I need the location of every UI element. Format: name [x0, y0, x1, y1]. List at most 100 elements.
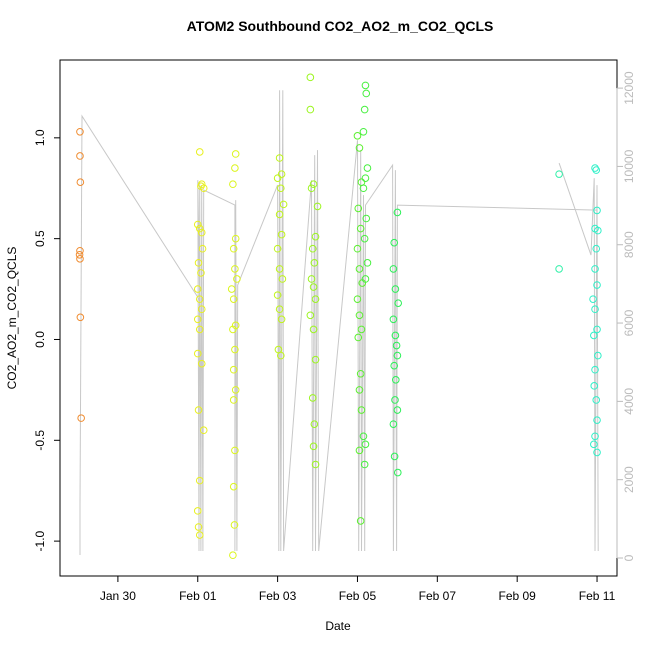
- data-point: [310, 259, 319, 267]
- data-point: [195, 531, 204, 539]
- data-point: [231, 446, 239, 455]
- data-point: [590, 382, 599, 390]
- data-point: [306, 73, 315, 82]
- data-point: [277, 230, 286, 239]
- data-point: [199, 184, 208, 193]
- data-point: [231, 234, 240, 243]
- data-point: [591, 365, 599, 374]
- data-point: [311, 355, 320, 364]
- y2-tick-label: 6000: [622, 309, 636, 336]
- data-point: [229, 365, 238, 374]
- data-point: [389, 420, 398, 428]
- data-point: [278, 275, 287, 283]
- data-point: [591, 164, 599, 172]
- data-point: [277, 170, 286, 178]
- data-point: [356, 517, 365, 525]
- data-point: [275, 305, 284, 314]
- data-point: [311, 460, 320, 469]
- data-point: [311, 295, 320, 303]
- data-point: [390, 361, 399, 370]
- data-point: [593, 206, 601, 215]
- data-point: [359, 184, 368, 193]
- data-point: [195, 224, 204, 233]
- data-point: [390, 238, 399, 247]
- data-point: [194, 406, 203, 414]
- data-point: [311, 232, 320, 241]
- data-point: [353, 244, 362, 253]
- data-point: [355, 446, 364, 455]
- data-point: [197, 269, 205, 277]
- data-point: [275, 154, 284, 162]
- y2-tick-label: 4000: [622, 388, 636, 415]
- data-point: [393, 468, 402, 477]
- data-point: [229, 396, 238, 404]
- data-point: [76, 152, 84, 160]
- data-point: [389, 315, 398, 324]
- y2-tick-label: 2000: [622, 466, 636, 493]
- y-tick-label: 0.5: [33, 230, 47, 247]
- data-point: [76, 255, 84, 263]
- data-point: [362, 89, 371, 98]
- data-point: [361, 440, 370, 449]
- data-point: [193, 285, 202, 293]
- x-tick-label: Jan 30: [100, 589, 136, 603]
- data-point: [277, 351, 285, 360]
- altitude-line: [79, 90, 599, 555]
- data-point: [355, 311, 364, 320]
- data-point: [360, 234, 369, 243]
- data-point: [356, 369, 365, 378]
- data-point: [227, 285, 236, 293]
- data-point: [306, 311, 315, 320]
- data-point: [355, 265, 364, 273]
- data-point: [195, 295, 204, 303]
- data-point: [275, 265, 284, 273]
- data-point: [391, 285, 400, 293]
- data-point: [76, 178, 85, 186]
- data-point: [273, 291, 282, 299]
- data-point: [589, 295, 597, 303]
- data-point: [353, 295, 362, 303]
- data-point: [199, 426, 208, 435]
- data-point: [76, 127, 84, 136]
- y-tick-label: 1.0: [33, 129, 47, 146]
- data-point: [229, 482, 238, 491]
- data-point: [229, 180, 237, 189]
- data-point: [354, 204, 363, 213]
- data-point: [193, 315, 202, 324]
- data-point: [592, 166, 601, 174]
- data-point: [231, 265, 239, 273]
- data-point: [591, 265, 599, 273]
- data-point: [353, 132, 362, 140]
- data-point: [195, 325, 204, 334]
- data-point: [354, 333, 363, 342]
- data-point: [390, 452, 399, 461]
- x-axis-label: Date: [325, 619, 351, 633]
- data-point: [279, 200, 288, 209]
- data-point: [277, 184, 285, 193]
- data-point: [355, 386, 364, 394]
- data-point: [357, 406, 366, 414]
- chart-title: ATOM2 Southbound CO2_AO2_m_CO2_QCLS: [187, 18, 494, 34]
- data-point: [233, 275, 241, 283]
- data-point: [391, 396, 399, 404]
- y-tick-label: -1.0: [33, 530, 47, 551]
- data-point: [590, 440, 598, 449]
- data-point: [75, 250, 84, 259]
- y2-tick-label: 8000: [622, 231, 636, 258]
- y-tick-label: -0.5: [33, 430, 47, 451]
- data-point: [592, 396, 601, 404]
- data-point: [195, 476, 204, 485]
- data-point: [198, 244, 207, 253]
- data-point: [309, 442, 318, 451]
- y2-tick-label: 0: [622, 554, 636, 561]
- data-point: [275, 210, 284, 219]
- data-point: [593, 281, 601, 289]
- data-point: [593, 325, 601, 334]
- data-point: [392, 341, 401, 350]
- data-point: [393, 208, 402, 217]
- data-point: [310, 420, 319, 428]
- data-point: [230, 521, 239, 529]
- data-point: [307, 275, 316, 283]
